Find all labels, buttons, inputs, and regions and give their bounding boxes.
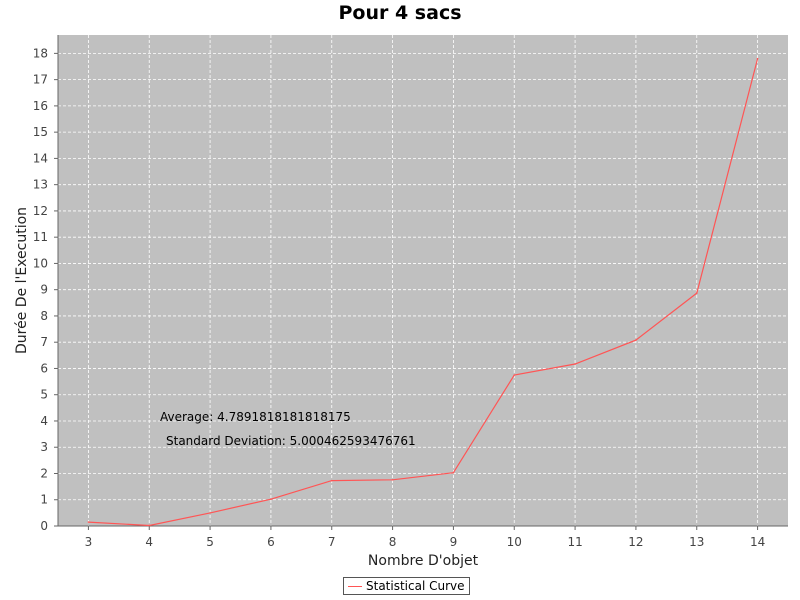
y-tick-label: 2 [40, 466, 48, 480]
x-tick-label: 12 [628, 535, 643, 549]
data-point [574, 363, 576, 365]
y-tick-label: 11 [33, 230, 48, 244]
y-tick-label: 7 [40, 335, 48, 349]
y-tick-label: 3 [40, 440, 48, 454]
x-tick-label: 5 [206, 535, 214, 549]
y-tick-label: 17 [33, 73, 48, 87]
series-group [87, 57, 759, 527]
data-point [756, 57, 759, 60]
y-tick-label: 5 [40, 388, 48, 402]
x-axis-label: Nombre D'objet [368, 553, 479, 569]
x-tick-label: 4 [145, 535, 153, 549]
axes [54, 35, 788, 530]
x-tick-label: 10 [507, 535, 522, 549]
chart-title: Pour 4 sacs [338, 2, 462, 24]
series-line-0 [88, 58, 759, 527]
y-tick-label: 1 [40, 493, 48, 507]
y-tick-label: 6 [40, 361, 48, 375]
x-tick-label: 8 [389, 535, 397, 549]
y-tick-label: 0 [40, 519, 48, 533]
y-tick-label: 4 [40, 414, 48, 428]
annotation-std-dev: Standard Deviation: 5.000462593476761 [166, 434, 416, 448]
data-point [148, 524, 151, 527]
y-tick-label: 16 [33, 99, 48, 113]
data-point [513, 374, 516, 376]
y-tick-label: 8 [40, 309, 48, 323]
y-tick-label: 9 [40, 283, 48, 297]
y-tick-label: 15 [33, 125, 48, 139]
plot-area [58, 35, 788, 526]
data-point [695, 292, 698, 294]
y-tick-label: 12 [33, 204, 48, 218]
annotation-average: Average: 4.7891818181818175 [160, 410, 351, 424]
y-tick-label: 13 [33, 178, 48, 192]
legend-label: Statistical Curve [366, 579, 465, 593]
x-tick-label: 14 [750, 535, 765, 549]
data-point [391, 478, 394, 481]
x-tick-label: 13 [689, 535, 704, 549]
y-axis-label: Durée De l'Execution [14, 207, 30, 354]
legend: Statistical Curve [343, 577, 470, 595]
x-tick-label: 6 [267, 535, 275, 549]
data-point [330, 479, 333, 482]
x-tick-label: 9 [450, 535, 458, 549]
x-tick-label: 11 [567, 535, 582, 549]
x-axis-ticks: 3 4 5 6 7 8 9 10 11 12 13 14 [85, 535, 766, 549]
x-tick-label: 3 [85, 535, 93, 549]
data-point [635, 339, 637, 341]
data-point [87, 521, 90, 523]
y-tick-label: 14 [33, 151, 48, 165]
data-point [452, 471, 455, 474]
data-point [209, 512, 211, 514]
legend-swatch [348, 585, 362, 587]
data-point [270, 498, 272, 501]
y-tick-label: 18 [33, 46, 48, 60]
x-tick-label: 7 [328, 535, 336, 549]
y-tick-label: 10 [33, 256, 48, 270]
grid-lines [58, 35, 788, 527]
